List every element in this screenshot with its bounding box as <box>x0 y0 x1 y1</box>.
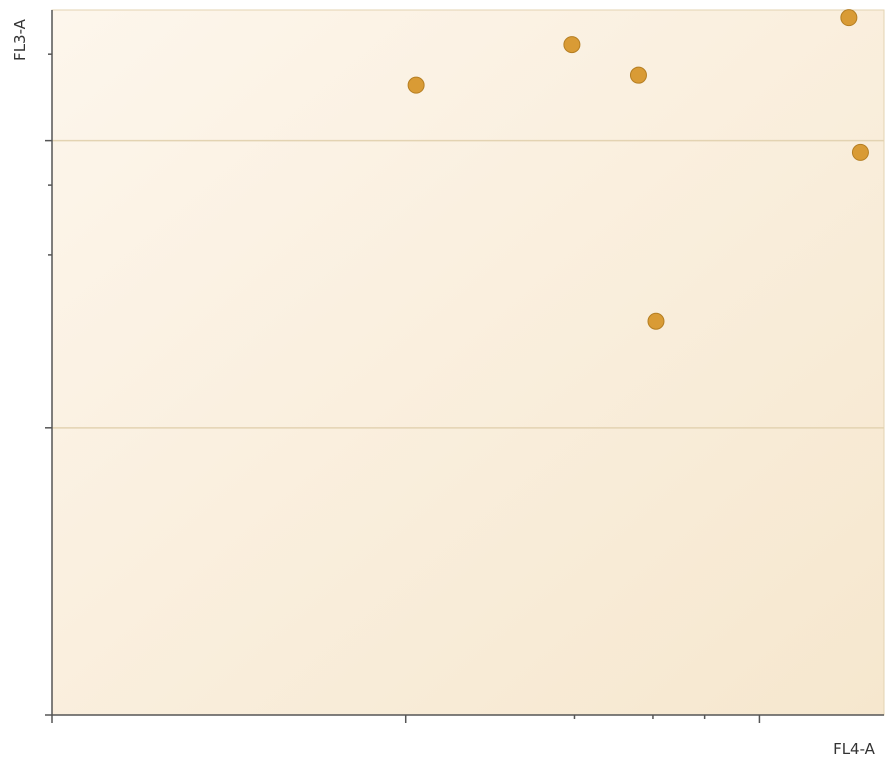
axes <box>45 10 884 723</box>
data-point <box>563 36 581 54</box>
data-point <box>407 76 425 94</box>
x-axis-label: FL4-A <box>833 740 876 758</box>
gridlines <box>52 139 884 429</box>
plot-area <box>51 9 885 716</box>
data-point <box>647 312 665 330</box>
y-axis-label: FL3-A <box>11 18 29 61</box>
data-point <box>840 9 858 27</box>
data-point <box>851 143 869 161</box>
data-points <box>407 9 869 330</box>
data-point <box>629 66 647 84</box>
